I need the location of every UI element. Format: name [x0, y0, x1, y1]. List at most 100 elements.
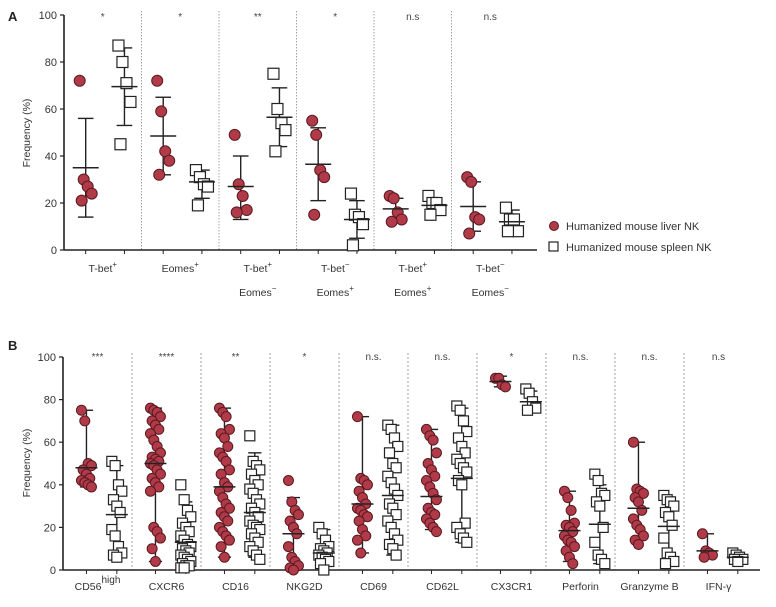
liver-data-point: [310, 128, 323, 141]
category-label: CD16: [222, 581, 249, 593]
liver-data-point: [696, 528, 708, 540]
liver-data-point: [218, 551, 230, 563]
spleen-data-point: [732, 555, 744, 568]
panel-a-category-labels: *T-bet+*Eomes+**T-bet+Eomes−*T-bet−Eomes…: [88, 12, 509, 299]
liver-data-point: [351, 534, 363, 546]
category-label-line2: Eomes−: [472, 284, 510, 299]
liver-data-point: [232, 178, 245, 191]
spleen-data-point: [461, 466, 473, 478]
significance-label: n.s.: [641, 352, 657, 363]
spleen-data-point: [668, 500, 680, 512]
spleen-data-point: [666, 519, 678, 531]
category-label-superscript: +: [112, 260, 117, 269]
spleen-data-point: [592, 474, 604, 487]
y-tick-label: 60: [44, 437, 56, 449]
category-label: T-bet−: [321, 260, 350, 275]
category-label-line2: Eomes+: [317, 284, 355, 299]
category-label: Perforin: [562, 581, 599, 593]
spleen-data-point: [244, 430, 256, 442]
category-label: T-bet−: [476, 260, 505, 275]
liver-data-point: [430, 526, 442, 538]
spleen-data-point: [507, 213, 521, 226]
category-label: CD56high: [75, 575, 121, 593]
y-tick-label: 80: [44, 395, 56, 407]
spleen-data-point: [114, 506, 126, 519]
liver-data-point: [565, 504, 577, 516]
spleen-data-point: [109, 460, 121, 472]
liver-data-point: [73, 74, 86, 87]
liver-data-point: [154, 532, 166, 544]
category-label-text: CX3CR1: [491, 581, 533, 593]
spleen-data-point: [390, 509, 402, 521]
liver-data-point: [698, 551, 710, 563]
spleen-data-point: [279, 124, 292, 137]
liver-data-point: [385, 215, 398, 228]
category-label-superscript: −: [345, 260, 350, 269]
spleen-data-point: [178, 494, 190, 506]
liver-data-point: [144, 485, 156, 497]
liver-data-point: [387, 192, 400, 205]
panel-b-dividers: [131, 353, 685, 570]
spleen-data-point: [178, 562, 190, 574]
category-label-superscript: +: [422, 260, 427, 269]
spleen-data-point: [594, 500, 606, 512]
liver-data-point: [427, 434, 439, 446]
significance-label: ****: [159, 352, 175, 363]
spleen-data-point: [659, 558, 672, 570]
spleen-data-point: [269, 145, 282, 158]
spleen-data-point: [521, 404, 534, 416]
liver-data-point: [222, 515, 234, 527]
y-tick-label: 20: [44, 522, 56, 534]
liver-data-point: [499, 381, 511, 393]
y-tick-label: 40: [45, 151, 57, 163]
spleen-data-point: [390, 549, 402, 561]
category-label-superscript: +: [194, 260, 199, 269]
liver-data-point: [85, 187, 98, 200]
category-label-superscript: −: [500, 260, 505, 269]
panel-a-dividers: [141, 11, 452, 250]
spleen-data-point: [344, 187, 358, 200]
liver-data-point: [75, 194, 88, 207]
category-label: Granzyme B: [620, 581, 678, 593]
category-label-text: CD62L: [426, 581, 459, 593]
spleen-data-point: [185, 511, 197, 523]
significance-label: n.s: [712, 352, 725, 363]
category-label-superscript: +: [427, 284, 432, 293]
panel-a-marks: [72, 39, 525, 252]
panel-a-ylabel: Frequency (%): [21, 99, 33, 168]
liver-data-point: [282, 475, 294, 487]
liver-data-point: [395, 213, 408, 226]
significance-label: n.s.: [434, 352, 450, 363]
spleen-data-point: [499, 201, 513, 214]
liver-data-point: [562, 492, 574, 504]
category-label-text: CD16: [222, 581, 249, 593]
liver-data-point: [351, 411, 363, 423]
significance-label: *: [101, 12, 105, 23]
liver-data-point: [292, 509, 304, 521]
liver-data-point: [567, 558, 579, 570]
liver-data-point: [430, 447, 442, 459]
liver-data-point: [240, 204, 253, 217]
y-tick-label: 40: [44, 480, 56, 492]
liver-data-point: [636, 504, 648, 516]
spleen-data-point: [191, 199, 205, 212]
category-label-text: T-bet: [243, 263, 267, 275]
category-label-text: Eomes: [394, 287, 427, 299]
category-label-text: Eomes: [239, 287, 272, 299]
legend-spleen-label: Humanized mouse spleen NK: [566, 242, 712, 254]
liver-data-point: [163, 154, 176, 167]
significance-label: n.s: [406, 12, 419, 23]
liver-data-point: [287, 564, 299, 576]
category-label-text: Eomes: [162, 263, 195, 275]
spleen-data-point: [461, 425, 473, 438]
spleen-data-point: [109, 530, 121, 542]
legend: Humanized mouse liver NK Humanized mouse…: [548, 221, 712, 254]
spleen-data-point: [114, 138, 127, 151]
significance-label: n.s: [484, 12, 497, 23]
legend-liver-label: Humanized mouse liver NK: [566, 221, 700, 233]
category-label-text: IFN-γ: [706, 581, 732, 593]
category-label: Eomes+: [162, 260, 200, 275]
spleen-data-point: [589, 536, 601, 548]
spleen-data-point: [597, 521, 609, 534]
